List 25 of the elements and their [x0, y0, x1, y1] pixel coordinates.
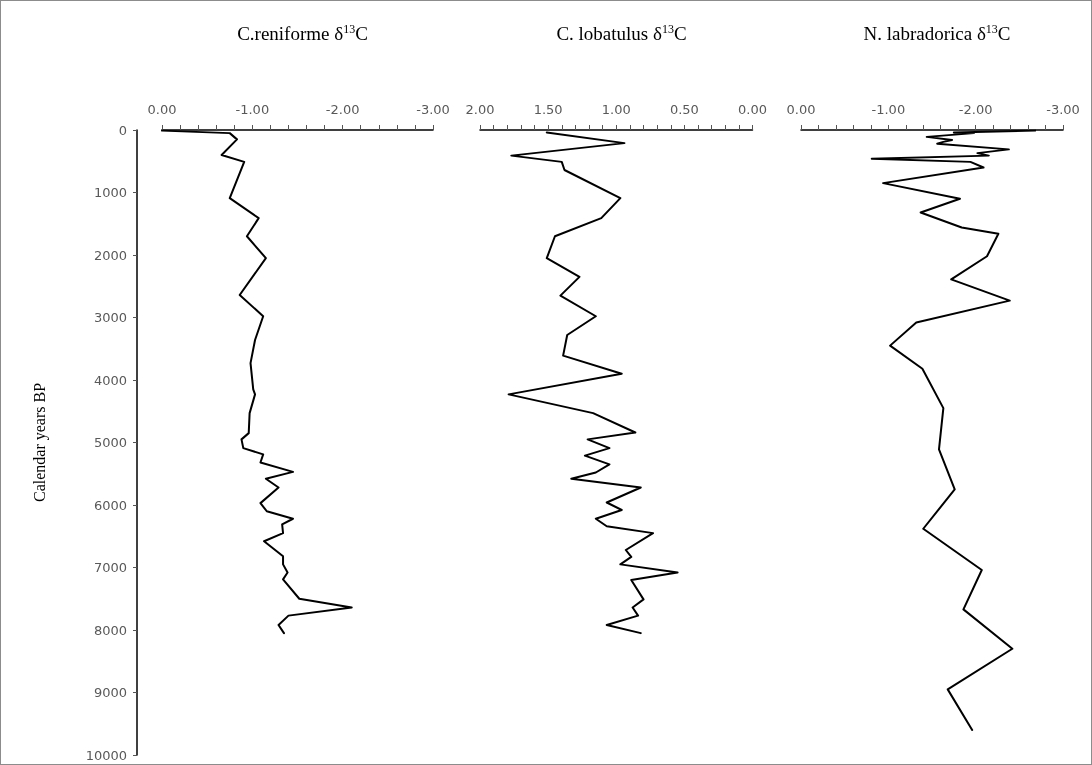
x-tick-label: 1.00 [601, 102, 631, 117]
x-tick-label: 1.50 [533, 102, 563, 117]
x-tick-label: -1.00 [871, 102, 906, 117]
x-tick-label: 0.50 [669, 102, 699, 117]
y-tick-label: 1000 [93, 185, 127, 200]
x-tick-label: -2.00 [325, 102, 360, 117]
y-tick-label: 8000 [93, 622, 127, 638]
y-axis-title: Calendar years BP [30, 382, 49, 503]
x-tick-label: 0.00 [738, 102, 767, 117]
y-tick-label: 5000 [93, 435, 127, 450]
x-tick-label: 0.00 [786, 102, 816, 117]
y-tick-label: 9000 [93, 685, 127, 700]
x-tick-label: -3.00 [1046, 102, 1080, 117]
y-tick-label: 4000 [93, 372, 127, 388]
x-tick-label: 0.00 [147, 102, 177, 117]
y-tick-label: 2000 [93, 247, 127, 263]
x-tick-label: -1.00 [235, 102, 270, 117]
y-tick-label: 6000 [93, 497, 127, 513]
x-tick-label: -2.00 [958, 102, 993, 117]
x-tick-label: 2.00 [465, 102, 495, 117]
y-tick-label: 7000 [93, 560, 127, 575]
x-tick-label: -3.00 [416, 102, 450, 117]
y-tick-label: 3000 [93, 310, 127, 325]
y-tick-label: 0 [118, 122, 127, 138]
y-tick-label: 10000 [85, 747, 127, 763]
